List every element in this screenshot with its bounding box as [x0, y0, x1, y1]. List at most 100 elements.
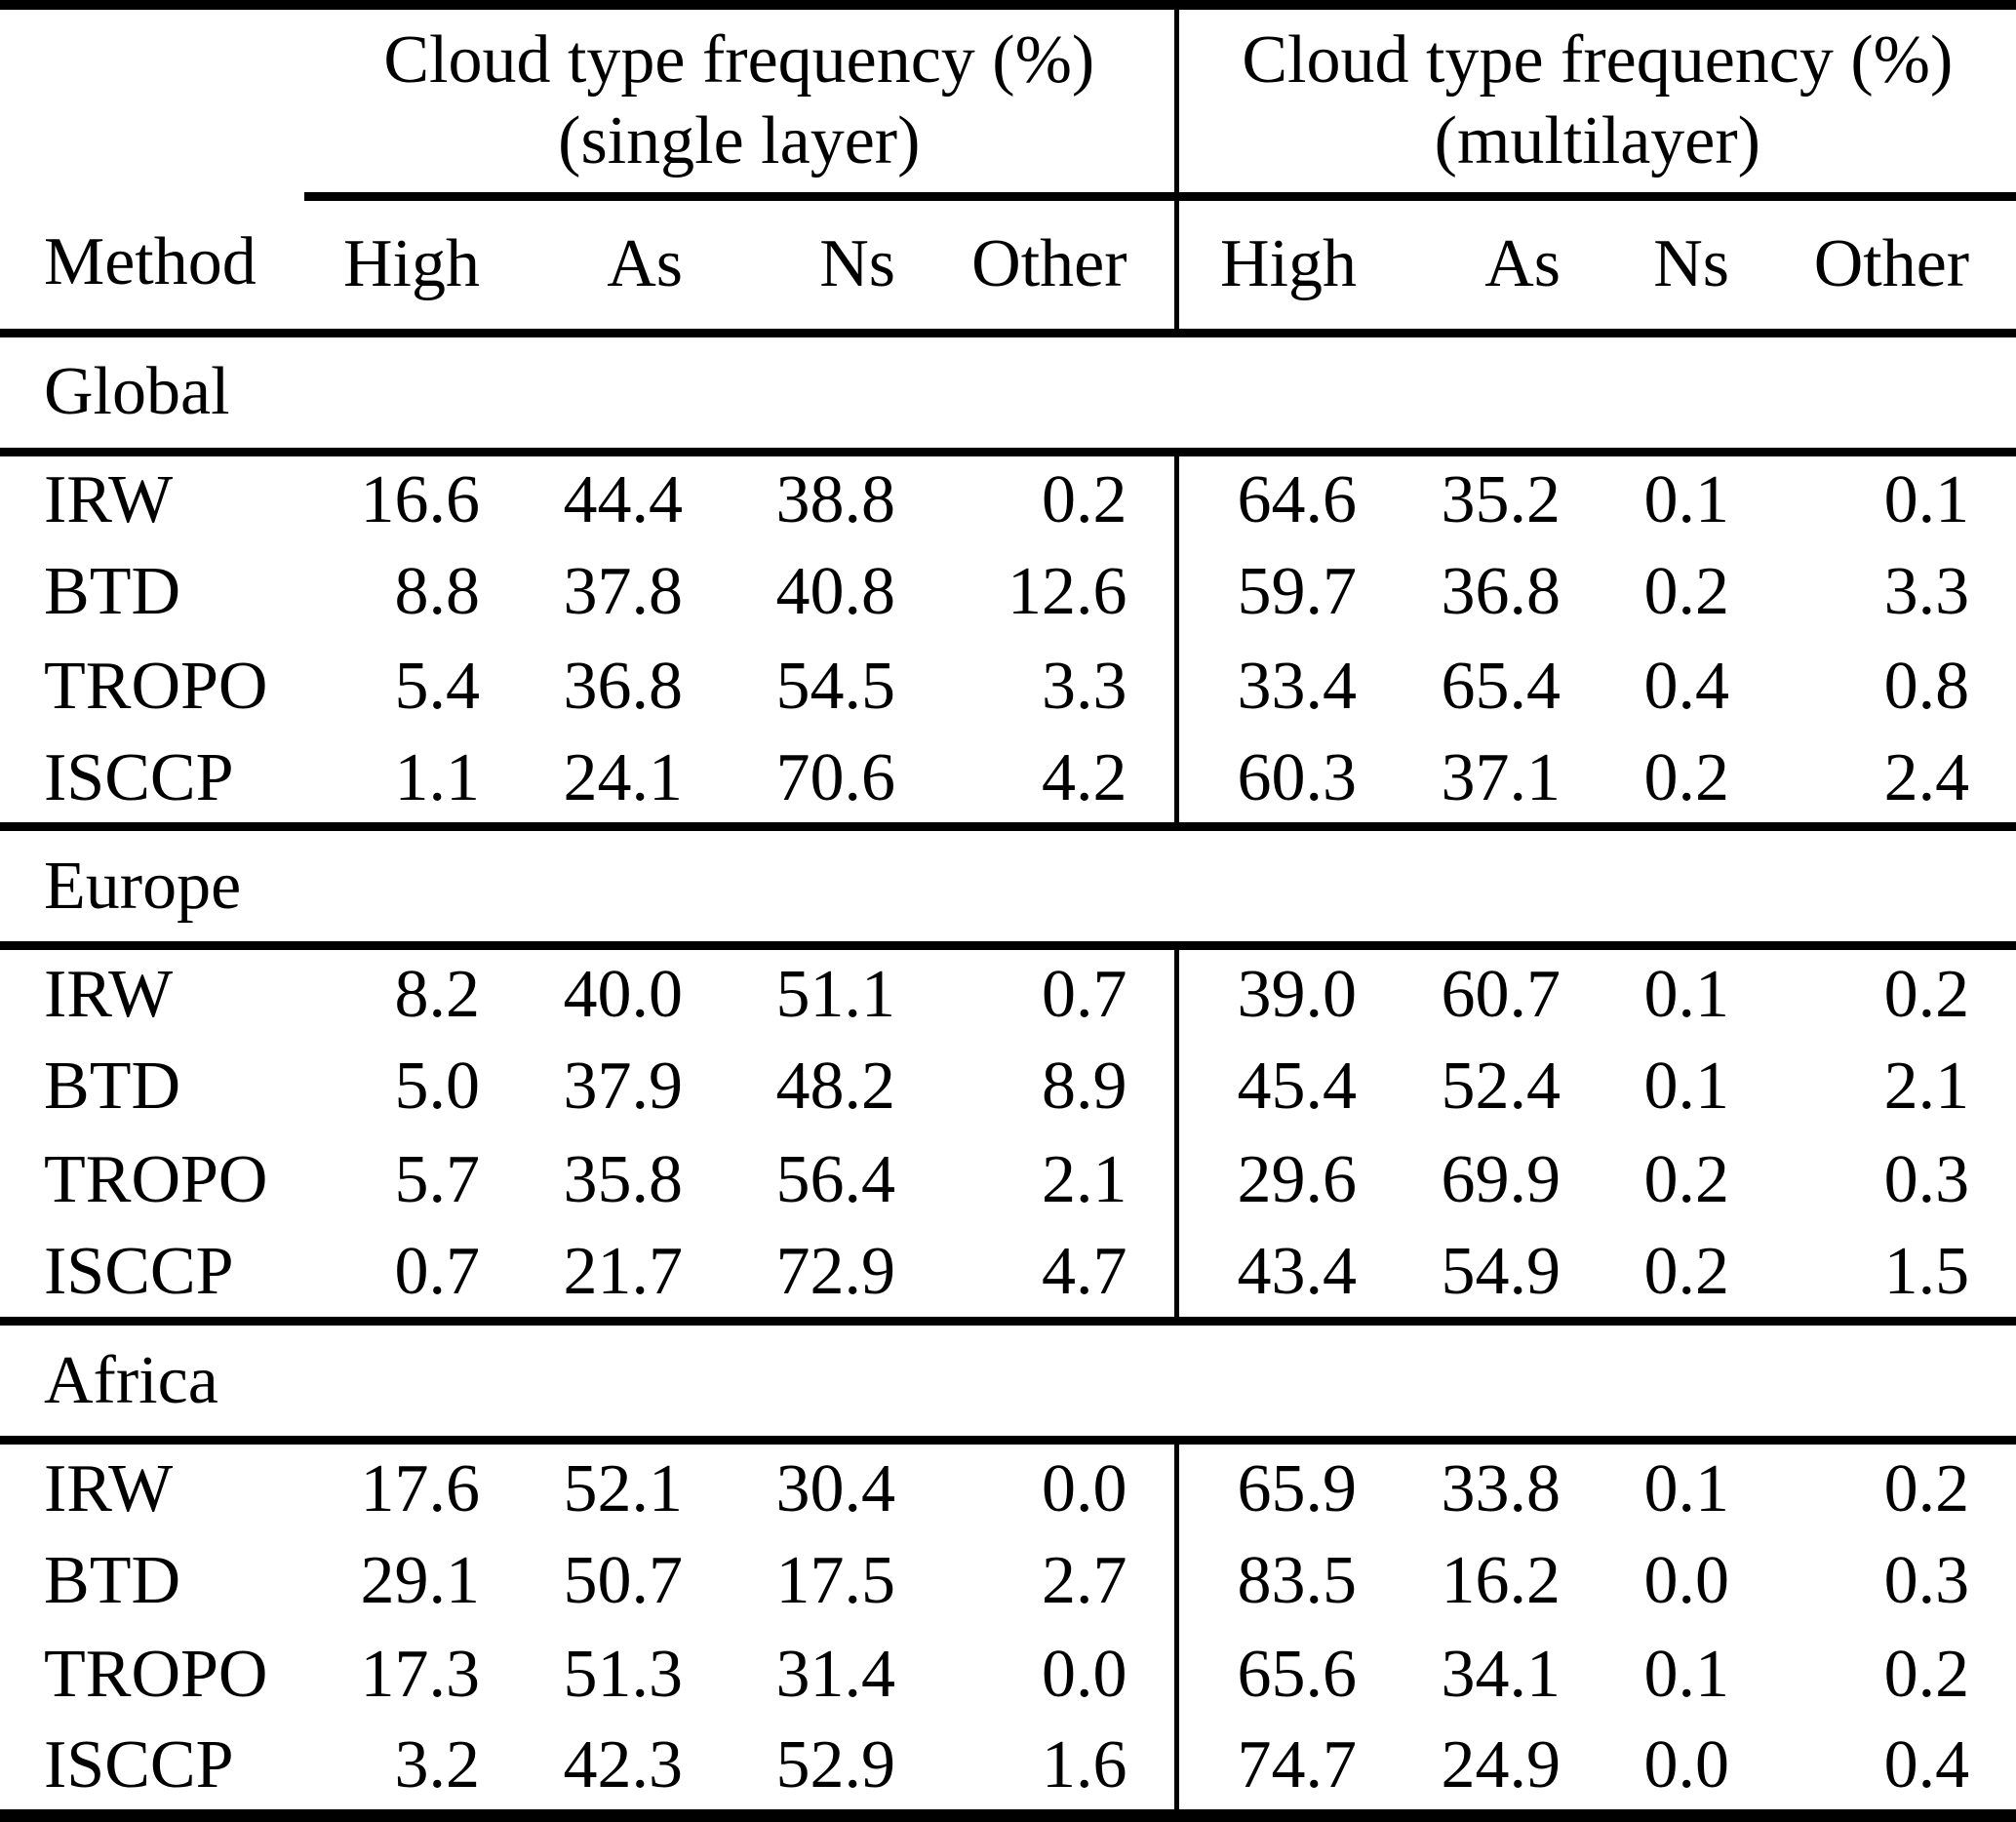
method-cell: IRW	[44, 462, 174, 538]
column-header-other-single: Other	[915, 196, 1177, 337]
value-cell: 83.5	[1173, 1533, 1377, 1628]
value-cell: 33.4	[1173, 639, 1377, 733]
value-cell: 8.8	[394, 554, 481, 630]
value-cell: 0.1	[1643, 957, 1730, 1033]
value-cell: 4.7	[915, 1227, 1177, 1327]
value-cell: 35.8	[563, 1142, 684, 1218]
value-cell: 4.2	[915, 733, 1177, 832]
table-row: IRW 17.6 52.1 30.4 0.0 65.9 33.8 0.1 0.2	[0, 1440, 2016, 1534]
group-header-spacer	[0, 5, 304, 197]
value-cell: 0.8	[1883, 648, 1970, 724]
value-cell: 21.7	[499, 1227, 702, 1327]
table-row: ISCCP 1.1 24.1 70.6 4.2 60.3 37.1 0.2 2.…	[0, 733, 2016, 832]
value-cell: 35.2	[1441, 462, 1561, 538]
value-cell: 0.1	[1643, 1049, 1730, 1125]
value-cell: 0.0	[1643, 1542, 1730, 1618]
value-cell: 44.4	[563, 462, 684, 538]
value-cell: 0.2	[1883, 957, 1970, 1033]
value-cell: 0.2	[1643, 554, 1730, 630]
value-cell: 24.1	[499, 733, 702, 832]
value-cell: 54.5	[775, 648, 896, 724]
value-cell: 36.8	[1441, 554, 1561, 630]
value-cell: 60.7	[1441, 957, 1561, 1033]
table-row: TROPO 17.3 51.3 31.4 0.0 65.6 34.1 0.1 0…	[0, 1627, 2016, 1723]
value-cell: 42.3	[563, 1727, 684, 1803]
value-cell: 0.7	[1042, 957, 1127, 1033]
value-cell: 59.7	[1173, 545, 1377, 640]
value-cell: 56.4	[775, 1142, 896, 1218]
value-cell: 50.7	[563, 1542, 684, 1618]
value-cell: 2.1	[1042, 1142, 1127, 1218]
column-header-as-single: As	[499, 196, 702, 337]
value-cell: 8.9	[1042, 1049, 1127, 1125]
value-cell: 31.4	[775, 1637, 896, 1713]
method-cell: ISCCP	[0, 1227, 304, 1327]
table-row: BTD 29.1 50.7 17.5 2.7 83.5 16.2 0.0 0.3	[0, 1533, 2016, 1628]
value-cell: 8.2	[394, 957, 481, 1033]
value-cell: 37.9	[563, 1049, 684, 1125]
section-label: Europe	[0, 826, 2016, 951]
value-cell: 70.6	[702, 733, 915, 832]
value-cell: 2.1	[1883, 1049, 1970, 1125]
value-cell: 2.7	[1042, 1542, 1127, 1618]
value-cell: 64.6	[1173, 452, 1377, 546]
group-header-multilayer: Cloud type frequency (%) (multilayer)	[1173, 5, 2016, 201]
value-cell: 37.8	[563, 554, 684, 630]
value-cell: 17.3	[360, 1637, 481, 1713]
column-header-other-multi: Other	[1749, 196, 2016, 337]
group-header-single-layer: Cloud type frequency (%) (single layer)	[304, 5, 1177, 201]
value-cell: 0.2	[1042, 462, 1127, 538]
value-cell: 36.8	[563, 648, 684, 724]
value-cell: 69.9	[1441, 1142, 1561, 1218]
value-cell: 17.5	[775, 1542, 896, 1618]
value-cell: 40.8	[775, 554, 896, 630]
value-cell: 37.1	[1376, 733, 1581, 832]
value-cell: 52.4	[1441, 1049, 1561, 1125]
value-cell: 34.1	[1441, 1637, 1561, 1713]
value-cell: 45.4	[1173, 1040, 1377, 1134]
value-cell: 0.1	[1883, 462, 1970, 538]
method-cell: BTD	[44, 1542, 180, 1618]
value-cell: 38.8	[775, 462, 896, 538]
value-cell: 0.2	[1883, 1637, 1970, 1713]
value-cell: 1.5	[1749, 1227, 2016, 1327]
value-cell: 40.0	[563, 957, 684, 1033]
table-row: TROPO 5.4 36.8 54.5 3.3 33.4 65.4 0.4 0.…	[0, 639, 2016, 733]
value-cell: 0.4	[1883, 1727, 1970, 1803]
value-cell: 60.3	[1173, 733, 1377, 832]
method-cell: IRW	[44, 957, 174, 1033]
group-subtitle: (multilayer)	[1434, 102, 1760, 178]
group-title: Cloud type frequency (%)	[383, 21, 1095, 98]
table-row: ISCCP 0.7 21.7 72.9 4.7 43.4 54.9 0.2 1.…	[0, 1227, 2016, 1327]
value-cell: 0.3	[1883, 1542, 1970, 1618]
table-row: ISCCP 3.2 42.3 52.9 1.6 74.7 24.9 0.0 0.…	[0, 1722, 2016, 1816]
value-cell: 30.4	[775, 1450, 896, 1526]
value-cell: 0.2	[1883, 1450, 1970, 1526]
section-header-africa: Africa	[0, 1321, 2016, 1446]
value-cell: 16.2	[1441, 1542, 1561, 1618]
section-header-europe: Europe	[0, 826, 2016, 951]
value-cell: 0.1	[1643, 462, 1730, 538]
value-cell: 0.1	[1643, 1450, 1730, 1526]
method-cell: ISCCP	[0, 733, 304, 832]
value-cell: 51.1	[775, 957, 896, 1033]
value-cell: 3.3	[1042, 648, 1127, 724]
method-cell: IRW	[44, 1450, 174, 1526]
value-cell: 29.6	[1173, 1133, 1377, 1228]
value-cell: 2.4	[1749, 733, 2016, 832]
value-cell: 72.9	[702, 1227, 915, 1327]
value-cell: 0.0	[1042, 1450, 1127, 1526]
method-cell: TROPO	[44, 648, 268, 724]
value-cell: 16.6	[360, 462, 481, 538]
group-header-row: Cloud type frequency (%) (single layer) …	[0, 5, 2016, 201]
column-header-as-multi: As	[1376, 196, 1581, 337]
column-header-row: Method High As Ns Other High As Ns Other	[0, 196, 2016, 337]
value-cell: 24.9	[1441, 1727, 1561, 1803]
value-cell: 5.4	[394, 648, 481, 724]
value-cell: 65.9	[1173, 1440, 1377, 1534]
value-cell: 0.0	[1042, 1637, 1127, 1713]
table-row: BTD 8.8 37.8 40.8 12.6 59.7 36.8 0.2 3.3	[0, 545, 2016, 640]
value-cell: 0.7	[304, 1227, 499, 1327]
value-cell: 0.1	[1643, 1637, 1730, 1713]
